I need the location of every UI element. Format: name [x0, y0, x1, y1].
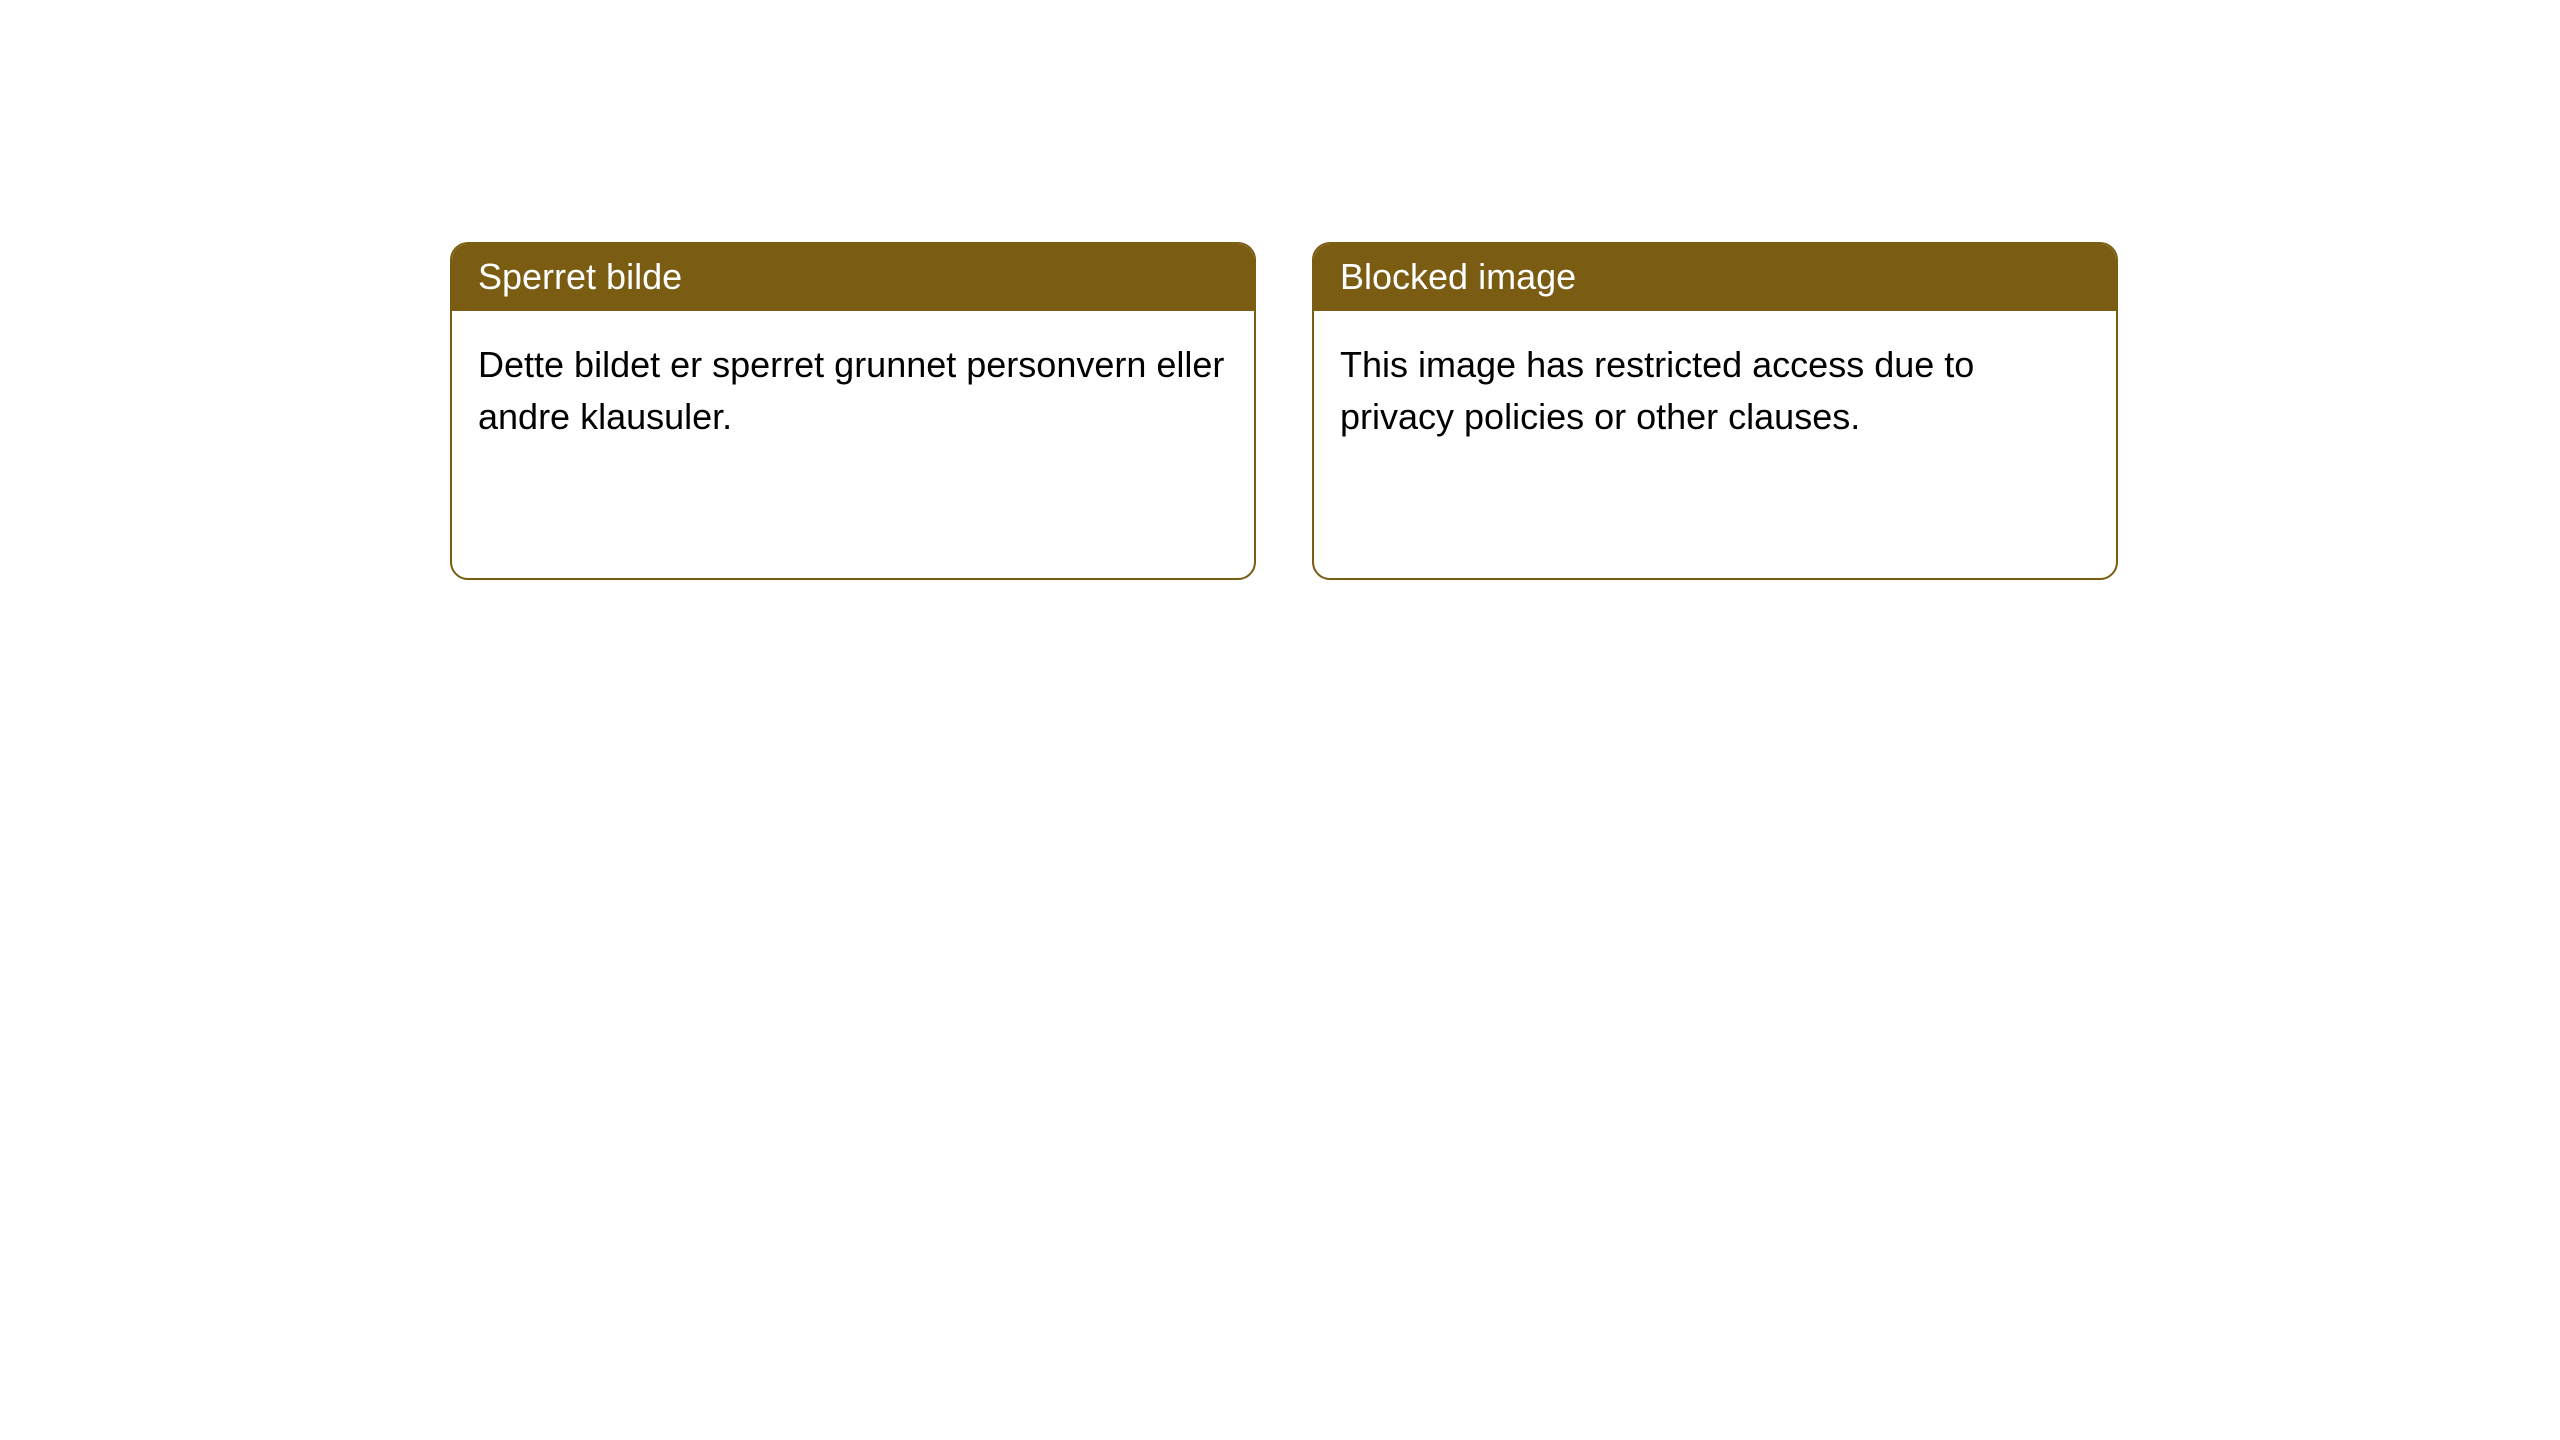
notice-card-english: Blocked image This image has restricted … [1312, 242, 2118, 580]
notice-card-norwegian: Sperret bilde Dette bildet er sperret gr… [450, 242, 1256, 580]
card-body: Dette bildet er sperret grunnet personve… [452, 311, 1254, 471]
card-header: Blocked image [1314, 244, 2116, 311]
card-title: Sperret bilde [478, 256, 682, 297]
card-body-text: Dette bildet er sperret grunnet personve… [478, 344, 1224, 437]
card-body: This image has restricted access due to … [1314, 311, 2116, 471]
card-header: Sperret bilde [452, 244, 1254, 311]
notice-container: Sperret bilde Dette bildet er sperret gr… [0, 0, 2560, 580]
card-title: Blocked image [1340, 256, 1576, 297]
card-body-text: This image has restricted access due to … [1340, 344, 1974, 437]
